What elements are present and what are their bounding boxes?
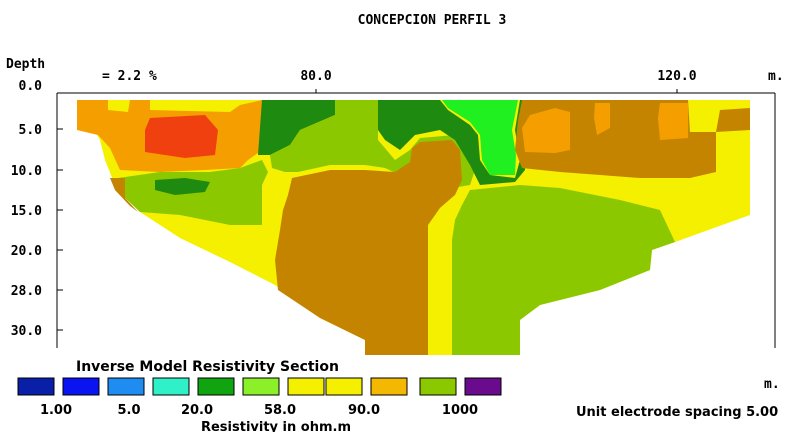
- legend-swatch-7: [287, 377, 325, 396]
- resistivity-section: [77, 100, 750, 355]
- zone-yellow-right-top: [688, 100, 750, 132]
- zone-brown-leftedge: [110, 178, 138, 212]
- depth-tick-28: 28.0: [11, 284, 42, 299]
- legend-swatch-3: [107, 377, 145, 396]
- electrode-spacing-label: Unit electrode spacing 5.00: [576, 405, 778, 420]
- depth-axis-label: Depth: [6, 57, 45, 72]
- depth-tick-0: 0.0: [19, 79, 43, 94]
- legend-swatch-1: [17, 377, 55, 396]
- legend-label-2: 5.0: [117, 403, 140, 418]
- zone-lightgreen-right: [452, 185, 675, 355]
- top-axis-ticks: [315, 89, 678, 93]
- legend-swatches: [17, 377, 502, 396]
- legend-label-6: 1000: [442, 403, 478, 418]
- legend-label-5: 90.0: [348, 403, 380, 418]
- depth-tick-5: 5.0: [19, 123, 43, 138]
- legend-swatch-8: [325, 377, 363, 396]
- depth-tick-20: 20.0: [11, 244, 42, 259]
- depth-ticks: 0.0 5.0 10.0 15.0 20.0 28.0 30.0: [11, 79, 63, 339]
- legend-swatch-10: [419, 377, 457, 396]
- legend-label-1: 1.00: [40, 403, 72, 418]
- legend-swatch-6: [242, 377, 280, 396]
- legend-title: Resistivity in ohm.m: [201, 420, 351, 432]
- zone-orange-right-3: [658, 103, 688, 140]
- legend-swatch-2: [62, 377, 100, 396]
- x-unit-label: m.: [768, 69, 784, 84]
- zone-brightgreen: [442, 100, 518, 175]
- y-unit-label: m.: [764, 377, 780, 392]
- rms-error-label: = 2.2 %: [102, 69, 157, 84]
- depth-tick-10: 10.0: [11, 164, 42, 179]
- zone-brown-center: [275, 140, 462, 355]
- x-tick-label-120: 120.0: [657, 69, 696, 84]
- depth-tick-15: 15.0: [11, 204, 42, 219]
- zone-yellow-strip: [428, 188, 470, 355]
- legend-swatch-4: [152, 377, 190, 396]
- zone-orange-right-1: [522, 108, 570, 153]
- legend-swatch-11: [464, 377, 502, 396]
- legend-labels: 1.00 5.0 20.0 58.0 90.0 1000: [40, 403, 478, 418]
- zone-orange-right-2: [594, 103, 610, 135]
- section-title: Inverse Model Resistivity Section: [76, 359, 339, 375]
- zone-darkgreen-lens: [155, 178, 210, 195]
- zone-darkgreen-speck: [294, 121, 300, 131]
- zone-darkgreen-mid: [378, 100, 525, 185]
- x-tick-label-80: 80.0: [300, 69, 331, 84]
- legend-swatch-9: [370, 377, 408, 396]
- chart-title: CONCEPCION PERFIL 3: [358, 13, 507, 28]
- legend-label-3: 20.0: [181, 403, 213, 418]
- zone-red-core: [145, 115, 218, 158]
- depth-tick-30: 30.0: [11, 324, 42, 339]
- legend-swatch-5: [197, 377, 235, 396]
- legend-label-4: 58.0: [264, 403, 296, 418]
